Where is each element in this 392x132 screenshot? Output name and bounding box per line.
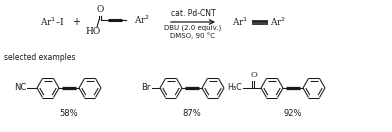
Text: NC: NC: [14, 84, 26, 93]
Text: DBU (2.0 equiv.): DBU (2.0 equiv.): [164, 25, 221, 31]
Text: Ar$^1$–I: Ar$^1$–I: [40, 16, 64, 28]
Text: Br: Br: [142, 84, 151, 93]
Text: DMSO, 90 °C: DMSO, 90 °C: [171, 33, 216, 39]
Text: 92%: 92%: [284, 110, 302, 119]
Text: 58%: 58%: [60, 110, 78, 119]
Text: Ar$^1$: Ar$^1$: [232, 16, 249, 28]
Text: HO: HO: [85, 27, 101, 36]
Text: Ar$^2$: Ar$^2$: [270, 16, 286, 28]
Text: O: O: [96, 6, 104, 15]
Text: H₃C: H₃C: [227, 84, 242, 93]
Text: +: +: [72, 17, 80, 27]
Text: selected examples: selected examples: [4, 53, 76, 62]
Text: O: O: [250, 71, 257, 79]
Text: 87%: 87%: [183, 110, 201, 119]
Text: cat. Pd-CNT: cat. Pd-CNT: [171, 8, 215, 18]
Text: Ar$^2$: Ar$^2$: [134, 14, 151, 26]
